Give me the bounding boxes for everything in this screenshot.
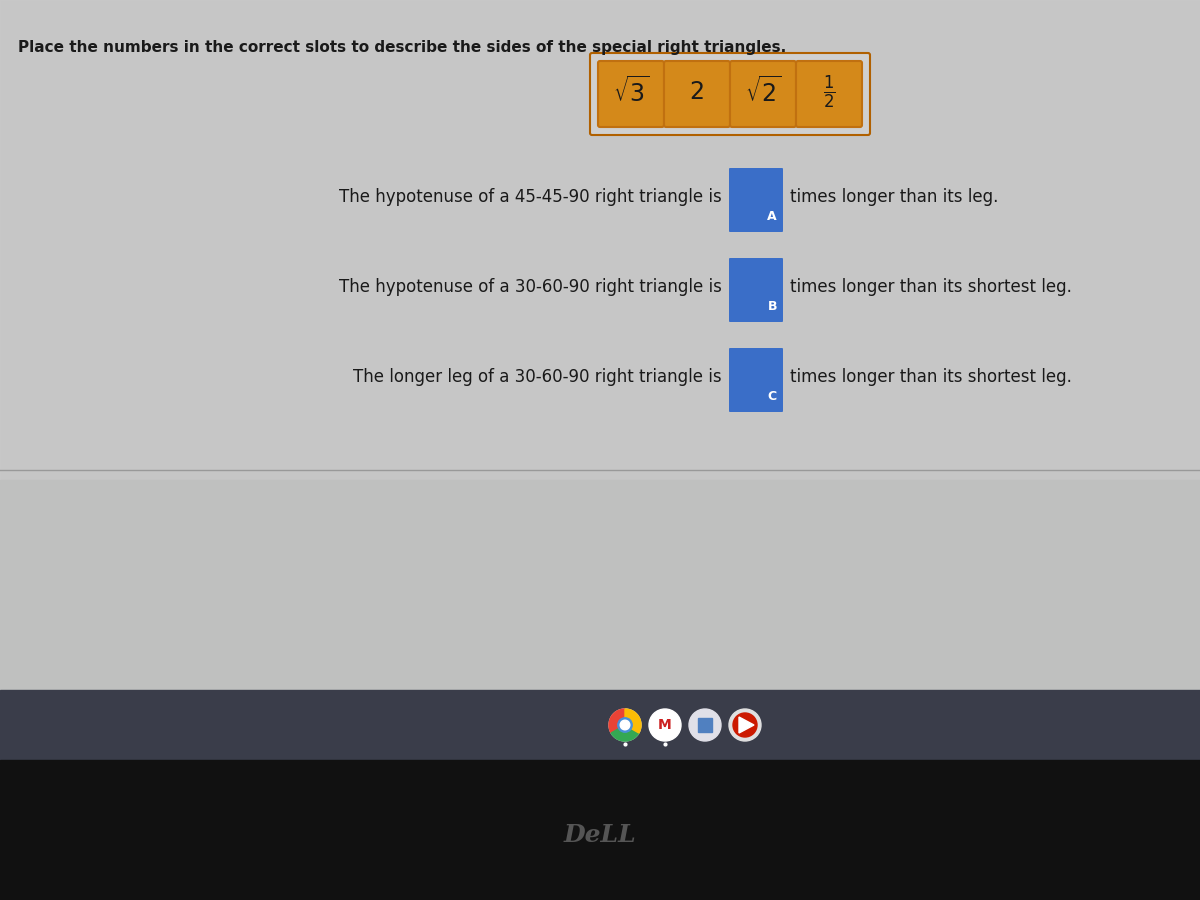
FancyBboxPatch shape (664, 61, 730, 127)
Circle shape (730, 709, 761, 741)
Text: DeLL: DeLL (564, 823, 636, 847)
Wedge shape (611, 725, 638, 741)
Polygon shape (739, 717, 754, 733)
Bar (698, 718, 712, 732)
FancyBboxPatch shape (590, 53, 870, 135)
Bar (0, 480, 1200, 700)
Text: $\sqrt{2}$: $\sqrt{2}$ (745, 76, 781, 107)
Wedge shape (610, 709, 625, 733)
Circle shape (689, 709, 721, 741)
Bar (0, 0, 1200, 480)
Circle shape (618, 718, 632, 733)
Text: $\frac{1}{2}$: $\frac{1}{2}$ (823, 73, 835, 111)
Text: The longer leg of a 30-60-90 right triangle is: The longer leg of a 30-60-90 right trian… (353, 368, 722, 386)
Text: The hypotenuse of a 30-60-90 right triangle is: The hypotenuse of a 30-60-90 right trian… (340, 278, 722, 296)
Text: B: B (768, 300, 778, 313)
Text: C: C (768, 390, 778, 403)
Circle shape (649, 709, 682, 741)
Circle shape (733, 713, 757, 737)
Circle shape (610, 709, 641, 741)
Text: 2: 2 (690, 80, 704, 104)
Text: M: M (658, 718, 672, 732)
FancyBboxPatch shape (730, 61, 796, 127)
Text: Place the numbers in the correct slots to describe the sides of the special righ: Place the numbers in the correct slots t… (18, 40, 786, 55)
Text: times longer than its shortest leg.: times longer than its shortest leg. (790, 278, 1072, 296)
FancyBboxPatch shape (730, 258, 784, 322)
FancyBboxPatch shape (796, 61, 862, 127)
Text: The hypotenuse of a 45-45-90 right triangle is: The hypotenuse of a 45-45-90 right trian… (340, 188, 722, 206)
FancyBboxPatch shape (730, 348, 784, 412)
Bar (0, 690, 1200, 760)
Bar (0, 760, 1200, 900)
Text: times longer than its shortest leg.: times longer than its shortest leg. (790, 368, 1072, 386)
Circle shape (620, 720, 630, 730)
Text: $\sqrt{3}$: $\sqrt{3}$ (613, 76, 649, 107)
FancyBboxPatch shape (598, 61, 664, 127)
FancyBboxPatch shape (730, 168, 784, 232)
Bar (0, 0, 1200, 480)
Wedge shape (625, 709, 641, 733)
Text: A: A (767, 210, 778, 223)
Text: times longer than its leg.: times longer than its leg. (790, 188, 998, 206)
